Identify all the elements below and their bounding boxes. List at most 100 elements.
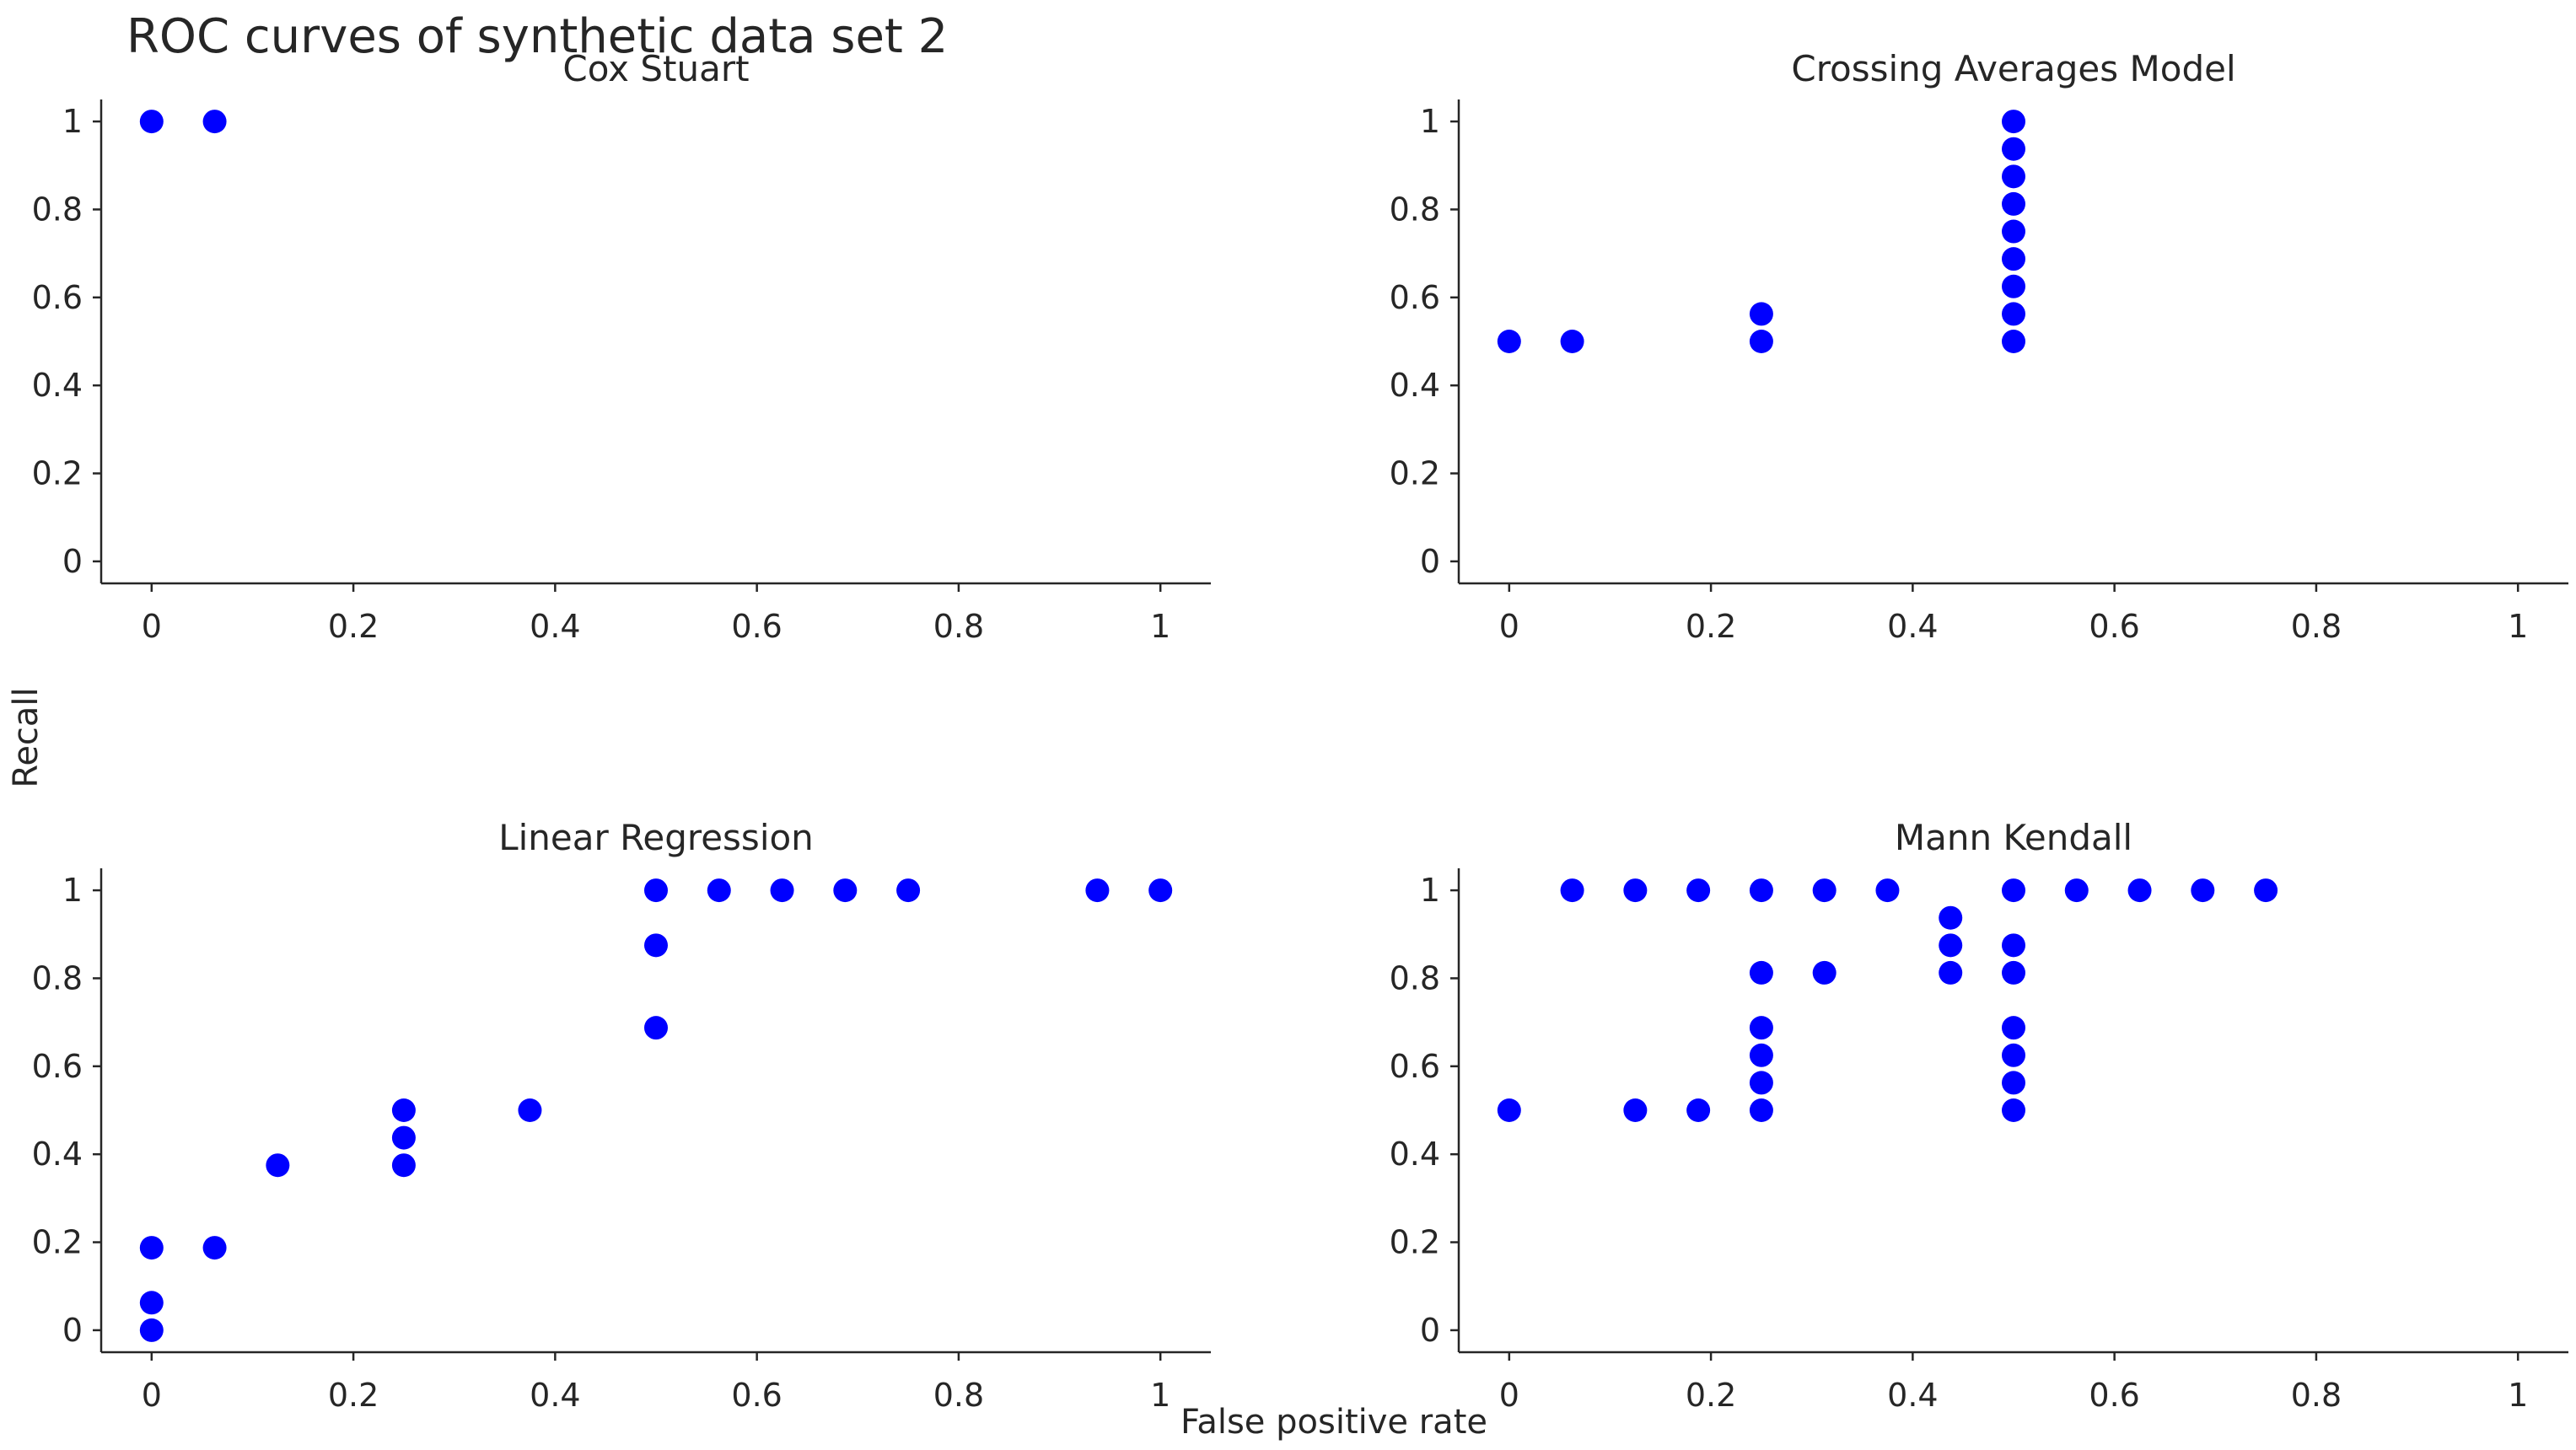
x-tick-label: 0.6 — [731, 608, 782, 645]
x-tick-label: 0.6 — [731, 1377, 782, 1414]
data-point — [2002, 274, 2025, 298]
data-point — [1749, 1043, 1773, 1067]
data-point — [1085, 878, 1110, 903]
data-point — [2002, 933, 2025, 958]
data-point — [391, 1098, 416, 1122]
data-point — [1749, 960, 1773, 985]
x-tick-label: 0.8 — [2291, 1377, 2342, 1414]
data-point — [139, 110, 164, 134]
data-point — [1560, 330, 1584, 353]
x-tick-label: 0.4 — [530, 1377, 580, 1414]
data-point — [2002, 164, 2025, 189]
subplot-crossing-averages-model: Crossing Averages Model 0 0.2 0.4 0.6 0.8 1 0 0.… — [1390, 48, 2568, 645]
data-point — [2002, 1098, 2025, 1122]
data-point — [1749, 302, 1773, 326]
data-point — [1623, 878, 1648, 903]
y-tick-label: 0 — [62, 543, 83, 580]
x-tick-label: 0.2 — [1686, 608, 1736, 645]
data-point — [644, 878, 668, 903]
y-tick-label: 0.2 — [1390, 455, 1440, 492]
subplot-title: Crossing Averages Model — [1791, 48, 2235, 89]
data-point — [2002, 302, 2025, 326]
x-tick-label: 0.2 — [328, 608, 379, 645]
data-point — [139, 1318, 164, 1342]
x-tick-label: 0 — [1499, 608, 1519, 645]
x-tick-label: 0.2 — [328, 1377, 379, 1414]
data-point — [1749, 878, 1773, 903]
x-tick-label: 0.6 — [2089, 1377, 2139, 1414]
data-point — [2064, 878, 2089, 903]
data-point — [1497, 330, 1521, 353]
x-tick-label: 0.8 — [933, 1377, 984, 1414]
y-tick-label: 0.4 — [32, 367, 83, 404]
subplot-cox-stuart: Cox Stuart 0 0.2 0.4 0.6 0.8 1 0 0.2 0.4 0.6 0.8 1 — [32, 48, 1211, 645]
data-point — [1749, 330, 1773, 353]
x-tick-label: 0.8 — [2291, 608, 2342, 645]
data-point — [707, 878, 731, 903]
y-tick-label: 0.4 — [1390, 367, 1440, 404]
data-point — [1939, 933, 1963, 958]
data-point — [2002, 191, 2025, 216]
data-point — [2127, 878, 2152, 903]
y-tick-label: 1 — [1420, 872, 1440, 909]
subplot-linear-regression: Linear Regression 0 0.2 0.4 0.6 0.8 1 0 0.2 0.4 0.… — [32, 817, 1211, 1414]
x-tick-label: 0 — [1499, 1377, 1519, 1414]
data-point — [518, 1098, 542, 1122]
data-point — [2191, 878, 2215, 903]
x-tick-label: 1 — [1150, 608, 1170, 645]
data-point — [1148, 878, 1173, 903]
x-tick-label: 0.6 — [2089, 608, 2139, 645]
y-tick-label: 0.4 — [32, 1136, 83, 1173]
y-tick-label: 1 — [62, 872, 83, 909]
data-point — [391, 1153, 416, 1178]
y-tick-label: 0.6 — [1390, 1048, 1440, 1085]
y-tick-label: 0 — [1420, 1312, 1440, 1349]
y-tick-label: 1 — [62, 103, 83, 140]
x-tick-label: 1 — [1150, 1377, 1170, 1414]
data-point — [1686, 1098, 1711, 1122]
y-tick-label: 1 — [1420, 103, 1440, 140]
data-point — [1875, 878, 1900, 903]
y-tick-label: 0.8 — [32, 191, 83, 228]
data-point — [1939, 960, 1963, 985]
y-tick-label: 0 — [1420, 543, 1440, 580]
data-point — [1812, 960, 1837, 985]
y-axis-label: Recall — [7, 687, 46, 787]
subplot-title: Mann Kendall — [1895, 817, 2132, 858]
data-point — [1749, 1016, 1773, 1040]
data-point — [2002, 960, 2025, 985]
y-tick-label: 0.2 — [1390, 1224, 1440, 1261]
y-tick-label: 0.4 — [1390, 1136, 1440, 1173]
y-tick-label: 0.6 — [1390, 279, 1440, 316]
x-tick-label: 0 — [142, 608, 162, 645]
data-point — [2002, 1043, 2025, 1067]
data-point — [2002, 137, 2025, 161]
y-tick-label: 0.8 — [1390, 959, 1440, 996]
data-point — [2002, 1016, 2025, 1040]
data-point — [2002, 878, 2025, 903]
subplot-title: Linear Regression — [498, 817, 814, 858]
x-tick-label: 0.4 — [1887, 608, 1938, 645]
data-point — [896, 878, 921, 903]
data-point — [2002, 247, 2025, 271]
data-point — [1497, 1098, 1521, 1122]
data-point — [139, 1236, 164, 1260]
data-point — [770, 878, 794, 903]
x-tick-label: 0.4 — [1887, 1377, 1938, 1414]
data-point — [1686, 878, 1711, 903]
data-point — [1623, 1098, 1648, 1122]
x-tick-label: 0.8 — [933, 608, 984, 645]
data-point — [266, 1153, 290, 1178]
y-tick-label: 0 — [62, 1312, 83, 1349]
y-tick-label: 0.2 — [32, 1224, 83, 1261]
data-point — [391, 1125, 416, 1150]
y-tick-label: 0.8 — [1390, 191, 1440, 228]
data-point — [1812, 878, 1837, 903]
subplot-mann-kendall: Mann Kendall 0 0.2 0.4 0.6 0.8 1 0 0.2 0.4 0.6 0.8 1 — [1390, 817, 2568, 1414]
data-point — [1939, 905, 1963, 930]
data-point — [644, 933, 668, 958]
data-point — [1560, 878, 1584, 903]
subplot-title: Cox Stuart — [562, 48, 749, 89]
